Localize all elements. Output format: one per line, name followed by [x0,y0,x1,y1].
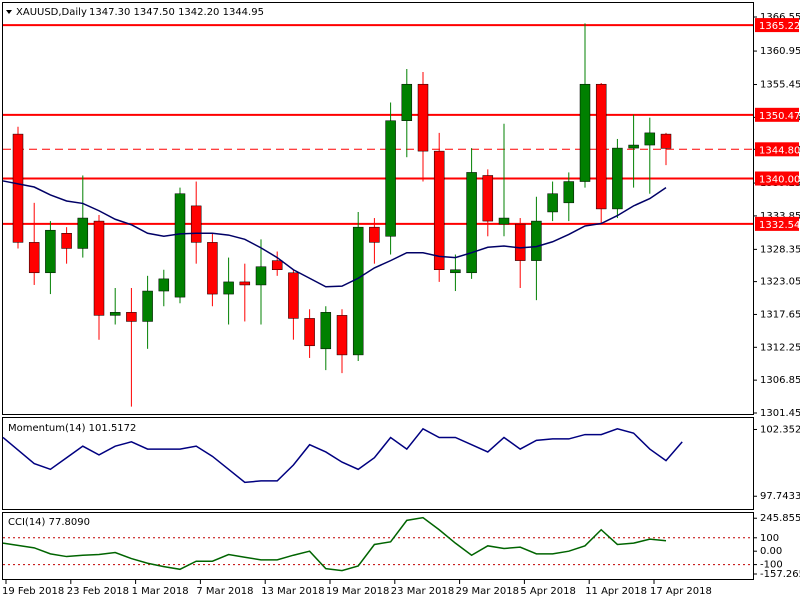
main-price-axis: 1366.551360.951355.451350.051344.801339.… [753,12,800,419]
candle-body [401,83,413,121]
main-panel-frame [2,2,754,415]
price-tick-label: 1360.95 [760,46,800,57]
level-label: 1365.22 [759,21,800,32]
date-tick-label: 5 Apr 2018 [520,586,575,597]
candle-body [304,318,315,347]
candle-body [142,290,153,322]
date-tick-label: 11 Apr 2018 [585,586,647,597]
cci-tick-label: -100 [760,560,783,571]
date-tick-label: 19 Mar 2018 [326,586,389,597]
date-tick-label: 23 Mar 2018 [391,586,454,597]
moving-average-line [2,180,667,288]
price-tick-label: 1366.55 [760,12,800,23]
candle-body [93,220,105,316]
cci-axis: 245.855 100 0.00 -100-157.2652 [753,513,800,580]
level-label: 1340.00 [759,175,800,186]
cci-tick-label: 245.855 [760,513,800,524]
candle-body [595,83,607,210]
date-tick-label: 19 Feb 2018 [2,586,64,597]
candle-body [433,150,445,270]
level-label-box [755,171,799,186]
candle-body [223,281,234,295]
price-tick-label: 1317.65 [760,309,800,320]
momentum-title: Momentum(14) 101.5172 [8,423,136,434]
horizontal-levels [3,24,753,225]
candle-body [239,281,251,286]
cci-line [2,516,667,572]
level-label-box [755,18,799,33]
cci-panel-frame [2,512,754,580]
cci-title: CCI(14) 77.8090 [8,517,90,528]
date-tick-label: 1 Mar 2018 [132,586,189,597]
cci-levels [3,537,753,566]
candle-body [174,193,186,298]
momentum-panel-frame [2,417,754,510]
price-tick-label: 1333.85 [760,211,800,222]
cci-tick-label: 100 [760,533,779,544]
candle-body [579,83,591,182]
date-tick-label: 17 Apr 2018 [650,586,712,597]
level-label: 1350.47 [759,111,800,122]
candle-body [109,312,121,316]
candle-body [644,132,656,146]
candle-body [126,312,137,322]
candle-body [77,217,89,249]
price-tick-label: 1328.35 [760,244,800,255]
momentum-tick-label: 97.7433 [760,491,800,502]
dropdown-triangle-icon[interactable] [6,10,12,14]
candle-body [45,229,56,274]
level-label-box [755,142,799,157]
candle-body [417,83,429,152]
level-label: 1344.80 [759,145,800,156]
candle-body [563,181,575,204]
price-tick-label: 1306.85 [760,375,800,386]
candle-body [660,133,672,149]
candle-body [28,242,40,274]
level-label-box [755,216,799,231]
cci-tick-label: 0.00 [760,546,782,557]
chart-ohlc: 1347.30 1347.50 1342.20 1344.95 [89,7,264,18]
candlestick-series [12,23,672,407]
candle-body [514,223,526,261]
candle-body [320,312,332,350]
date-tick-label: 7 Mar 2018 [196,586,253,597]
candle-body [450,269,461,274]
date-tick-label: 29 Mar 2018 [456,586,519,597]
level-labels: 1365.22 1350.47 1344.80 1340.00 1332.54 [755,18,800,231]
candle-body [385,120,396,237]
candle-body [288,272,299,319]
candle-body [531,220,542,261]
candle-body [190,205,202,243]
date-tick-label: 13 Mar 2018 [261,586,324,597]
momentum-axis: 102.3528 97.7433 [753,424,800,502]
price-tick-label: 1301.45 [760,408,800,419]
candle-body [482,175,494,222]
candle-body [255,266,267,286]
candle-body [466,172,477,274]
date-tick-label: 23 Feb 2018 [67,586,129,597]
level-label-box [755,107,799,122]
momentum-line [2,427,683,484]
candle-body [158,278,170,292]
date-axis: 19 Feb 2018 23 Feb 2018 1 Mar 2018 7 Mar 20… [2,580,712,597]
candle-body [12,133,24,243]
candle-body [336,315,348,356]
candle-body [547,193,558,213]
price-tick-label: 1312.25 [760,342,800,353]
cci-tick-label: -157.2652 [760,569,800,580]
momentum-tick-label: 102.3528 [760,424,800,435]
price-tick-label: 1323.05 [760,277,800,288]
candle-body [207,242,218,295]
candle-body [369,226,380,243]
level-label: 1332.54 [759,220,800,231]
candle-body [628,144,639,149]
candle-body [612,147,623,210]
candle-body [271,260,283,270]
candle-body [61,232,72,249]
price-tick-label: 1355.45 [760,80,800,91]
candle-body [498,217,510,225]
chart-symbol: XAUUSD,Daily [16,7,87,18]
candle-body [352,226,364,356]
